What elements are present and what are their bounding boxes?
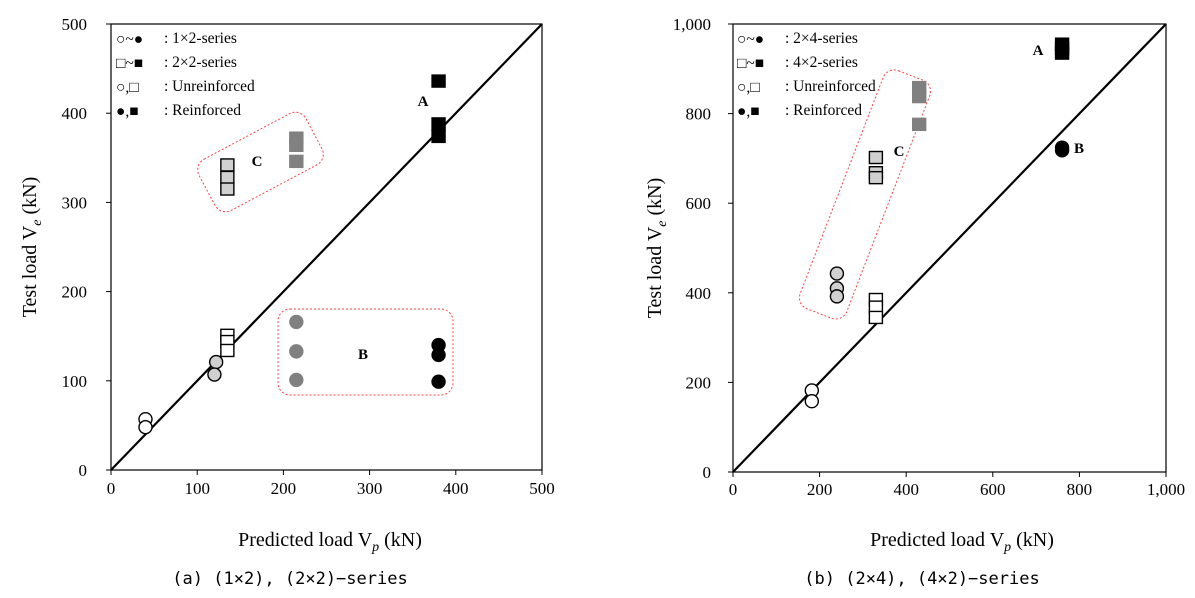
data-point (208, 354, 224, 370)
legend-label: : 2×2-series (164, 54, 237, 71)
legend-symbols: □~■ (116, 55, 143, 72)
data-point (138, 419, 153, 435)
legend-label: : Reinforced (164, 102, 241, 119)
chart-caption: (b) (2×4), (4×2)−series (804, 569, 1039, 589)
y-tick-label: 500 (62, 15, 88, 34)
legend-label: : Unreinforced (785, 78, 876, 95)
data-point (431, 374, 446, 389)
data-point (289, 372, 304, 388)
plot-frame (732, 23, 1167, 473)
legend-label: : 1×2-series (164, 30, 237, 47)
legend-symbols: ●,■ (737, 103, 760, 120)
annotation-label: B (1074, 141, 1084, 157)
chart-b: 0 200 400 600 800 1,000 0 200 400 600 800 1,000 A B C ○… (644, 15, 1185, 589)
legend-symbols: ○,□ (116, 79, 139, 96)
data-point (431, 347, 446, 363)
data-point (207, 367, 222, 382)
equality-line (732, 23, 1167, 473)
data-point (289, 314, 304, 330)
data-point (804, 394, 820, 409)
data-point (1054, 46, 1070, 60)
data-point (289, 154, 304, 169)
x-tick-label: 0 (107, 479, 116, 498)
y-tick-label: 800 (686, 105, 712, 124)
data-point (829, 266, 845, 281)
y-tick-label: 400 (62, 104, 88, 123)
data-point (220, 170, 235, 185)
legend-label: : 4×2-series (785, 54, 858, 71)
data-point (868, 170, 884, 185)
annotation-label: C (252, 154, 263, 170)
data-point (431, 74, 446, 88)
y-axis-label: Test load Ve (kN) (644, 178, 670, 319)
legend-label: : 2×4-series (785, 30, 858, 47)
x-tick-label: 300 (357, 479, 383, 498)
chart-caption: (a) (1×2), (2×2)−series (172, 569, 407, 589)
annotation-label: A (1033, 43, 1044, 59)
data-point (220, 343, 235, 358)
highlight-region (798, 69, 932, 320)
legend-symbols: ○~● (737, 31, 764, 48)
data-point (431, 129, 446, 144)
y-tick-label: 600 (686, 194, 712, 213)
y-tick-label: 0 (79, 461, 88, 480)
x-tick-label: 800 (1067, 480, 1093, 499)
x-axis-label: Predicted load Vp (kN) (238, 529, 422, 555)
legend-label: : Reinforced (785, 102, 862, 119)
y-tick-label: 100 (62, 372, 88, 391)
y-axis-label: Test load Ve (kN) (19, 177, 45, 318)
x-tick-label: 100 (184, 479, 210, 498)
y-tick-label: 300 (62, 193, 88, 212)
data-point (829, 289, 845, 304)
data-point (911, 89, 927, 104)
y-tick-label: 200 (62, 283, 88, 302)
x-tick-label: 400 (443, 479, 469, 498)
annotation-label: C (894, 144, 905, 160)
x-tick-label: 600 (980, 480, 1006, 499)
x-tick-label: 400 (893, 480, 919, 499)
annotation-label: A (418, 94, 429, 110)
highlight-region (197, 111, 324, 213)
data-point (431, 117, 446, 131)
plot-frame (110, 23, 543, 471)
y-tick-label: 0 (703, 463, 712, 482)
data-point (868, 150, 884, 165)
legend-symbols: ○~● (116, 31, 143, 48)
legend-symbols: ○,□ (737, 79, 760, 96)
data-point (220, 182, 235, 196)
data-point (289, 344, 304, 359)
data-point (868, 310, 884, 325)
annotation-label: B (358, 347, 368, 363)
x-tick-label: 200 (807, 480, 833, 499)
data-point (289, 138, 304, 153)
x-tick-label: 500 (529, 479, 555, 498)
x-tick-label: 1,000 (1147, 480, 1185, 499)
data-point (220, 158, 235, 172)
highlight-region (277, 308, 454, 396)
legend-symbols: ●,■ (116, 103, 139, 120)
x-axis-label: Predicted load Vp (kN) (870, 529, 1054, 555)
chart-a: 0 100 200 300 400 500 0 100 200 300 400 500 A B C ○~● : … (19, 15, 555, 589)
y-tick-label: 400 (686, 284, 712, 303)
equality-line (110, 23, 543, 471)
y-tick-label: 200 (686, 373, 712, 392)
data-point (911, 117, 927, 132)
x-tick-label: 0 (729, 480, 738, 499)
x-tick-label: 200 (271, 479, 297, 498)
data-point (1054, 143, 1070, 158)
y-tick-label: 1,000 (673, 15, 711, 34)
legend-label: : Unreinforced (164, 78, 255, 95)
legend-symbols: □~■ (737, 55, 764, 72)
